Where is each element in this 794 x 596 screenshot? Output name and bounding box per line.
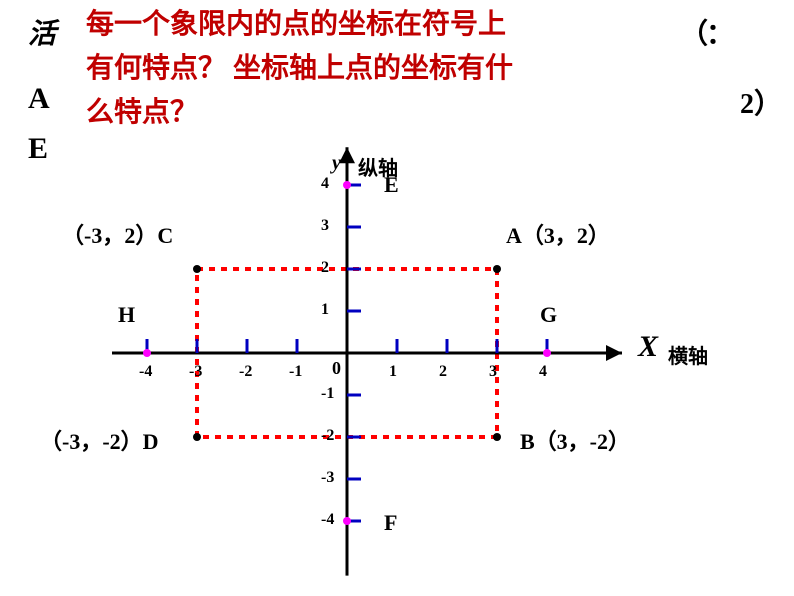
y-tick--4: -4: [321, 511, 334, 529]
x-tick--2: -2: [239, 363, 252, 381]
x-axis-sublabel: 横轴: [668, 340, 708, 369]
point-C-label: （-3，2）C: [62, 218, 173, 250]
x-tick--4: -4: [139, 363, 152, 381]
y-tick-3: 3: [321, 217, 329, 235]
question-line1: 每一个象限内的点的坐标在符号上: [86, 4, 506, 46]
y-tick--2: -2: [321, 427, 334, 445]
y-tick--1: -1: [321, 385, 334, 403]
x-tick-4: 4: [539, 363, 547, 381]
y-tick-4: 4: [321, 175, 329, 193]
y-tick-1: 1: [321, 301, 329, 319]
origin-label: 0: [332, 358, 341, 379]
point-D-label: （-3，-2）D: [40, 424, 159, 456]
x-tick--3: -3: [189, 363, 202, 381]
point-A-label: A（3，2）: [506, 218, 610, 250]
question-line2: 有何特点？ 坐标轴上点的坐标有什: [86, 48, 513, 90]
y-axis-label: y: [332, 152, 341, 175]
point-F-label: F: [384, 510, 397, 536]
x-tick-2: 2: [439, 363, 447, 381]
x-tick-1: 1: [389, 363, 397, 381]
point-E-label: E: [384, 172, 399, 198]
x-tick--1: -1: [289, 363, 302, 381]
y-tick--3: -3: [321, 469, 334, 487]
x-axis-label: X: [638, 330, 658, 364]
y-tick-2: 2: [321, 259, 329, 277]
question-line3: 么特点？: [86, 92, 198, 134]
point-H-label: H: [118, 302, 135, 328]
point-B-label: B（3，-2）: [520, 424, 630, 456]
x-tick-3: 3: [489, 363, 497, 381]
point-G-label: G: [540, 302, 557, 328]
